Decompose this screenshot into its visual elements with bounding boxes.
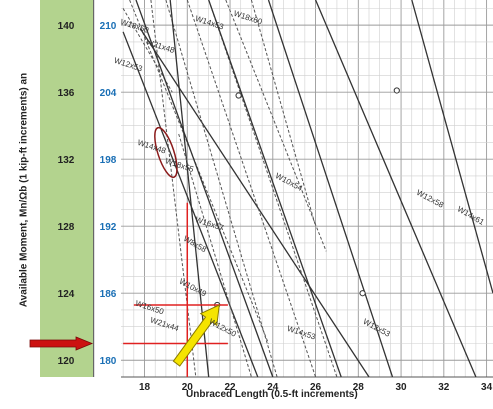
yellow-arrow-icon: [172, 304, 220, 367]
series-line-w21x44: [150, 0, 197, 378]
y-tick-label-asd: 120: [58, 356, 75, 367]
series-marker: [359, 290, 366, 297]
lrfd-axis-band: [93, 0, 121, 377]
x-tick-label: 22: [224, 382, 236, 393]
x-tick-label: 30: [396, 382, 408, 393]
series-line-w12x58: [315, 0, 477, 378]
series-label: W16x57: [194, 215, 225, 233]
series-label: W8x58: [182, 234, 209, 255]
x-tick-label: 20: [182, 382, 194, 393]
series-label: W12x58: [415, 188, 446, 210]
x-tick-label: 18: [139, 382, 151, 393]
series-label: W21x44: [149, 316, 180, 334]
x-tick-label: 28: [353, 382, 365, 393]
series-marker: [393, 87, 400, 94]
series-line-w16x57: [186, 0, 317, 378]
asd-axis-band: [40, 0, 93, 377]
y-tick-label-lrfd: 192: [100, 222, 117, 233]
tick-labels: 18 20 22 24 26 28 30 32 34 120 124 128 132 136 140 180 1…: [58, 21, 493, 393]
axis-band-separator: [93, 0, 95, 377]
y-tick-label-asd: 140: [58, 21, 75, 32]
y-tick-label-asd: 128: [58, 222, 75, 233]
series-label: W10x54: [274, 171, 305, 193]
series-line-w10x54: [225, 0, 327, 252]
y-tick-label-lrfd: 180: [100, 356, 117, 367]
series-line-w14x48: [139, 28, 370, 378]
series-label: W18x60: [233, 9, 264, 27]
series-label: W14x61: [456, 204, 486, 227]
series-label: W14x48: [136, 138, 167, 156]
series-label: W12x50: [208, 317, 239, 339]
y-tick-label-lrfd: 204: [100, 88, 117, 99]
series-label: W10x49: [178, 277, 209, 299]
x-tick-label: 32: [438, 382, 450, 393]
x-axis-title: Unbraced Length (0.5-ft increments): [186, 389, 358, 400]
series-label: W16x50: [134, 299, 165, 317]
series-line-w21x48: [129, 0, 269, 344]
series-line-w12x53: [267, 0, 394, 378]
series-line-w18x60: [250, 0, 317, 227]
y-tick-label-lrfd: 198: [100, 155, 117, 166]
x-tick-label: 34: [481, 382, 493, 393]
x-tick-label: 26: [310, 382, 322, 393]
series-line-w14x53: [208, 0, 338, 378]
series-lines: [122, 0, 493, 378]
y-tick-label-asd: 136: [58, 88, 75, 99]
series-line-w18x55: [165, 0, 278, 378]
series-label: W12x53: [362, 317, 393, 339]
series-line-w14x61: [411, 0, 493, 294]
series-label: W14x53: [194, 14, 225, 32]
red-arrow-icon: [29, 336, 94, 351]
x-tick-label: 24: [267, 382, 279, 393]
y-tick-label-asd: 124: [58, 289, 75, 300]
series-marker: [235, 92, 242, 99]
y-axis-title: Available Moment, Mn/Ωb (1 kip-ft increm…: [18, 72, 30, 308]
highlight-ellipse: [154, 126, 178, 179]
y-tick-label-lrfd: 186: [100, 289, 117, 300]
y-tick-label-asd: 132: [58, 155, 75, 166]
y-tick-label-lrfd: 210: [100, 21, 117, 32]
y-axis-title-wrap: Available Moment, Mn/Ωb (1 kip-ft increm…: [12, 0, 36, 380]
series-line-w16x26: [178, 133, 252, 378]
series-line-w10x49: [208, 0, 342, 378]
grid: [121, 0, 493, 378]
annotations: [29, 126, 228, 377]
series-line-w12x50: [135, 0, 274, 378]
